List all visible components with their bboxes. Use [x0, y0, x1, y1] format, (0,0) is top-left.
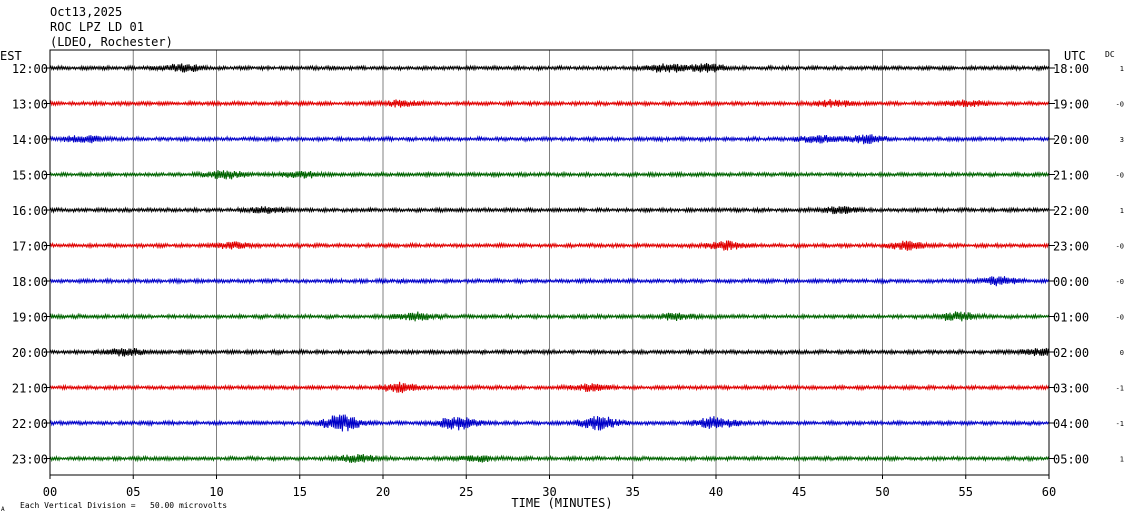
x-axis-ticks: 00 05 10 15 20 25 30 35 40 45 50 55 60 — [43, 475, 1056, 499]
est-hour-label: 21:00 — [12, 382, 48, 396]
x-tick-label: 05 — [126, 485, 140, 499]
trace-line — [49, 381, 1050, 394]
utc-hour-label: 18:00 — [1053, 62, 1089, 76]
network-label: (LDEO, Rochester) — [50, 35, 173, 49]
utc-hour-label: 20:00 — [1053, 133, 1089, 147]
dc-offset-label: -1 — [1116, 420, 1124, 428]
utc-hour-label: 22:00 — [1053, 204, 1089, 218]
scale-note: Each Vertical Division = 50.00 microvolt… — [20, 501, 227, 510]
trace-line — [49, 170, 1050, 180]
est-hour-label: 19:00 — [12, 311, 48, 325]
dc-offset-label: -0 — [1116, 243, 1124, 251]
trace-line — [49, 311, 1050, 322]
trace-labels: 12:00 18:00 1 13:00 19:00 -0 14:00 20:00 3 15:00 2… — [12, 62, 1124, 467]
dc-offset-label: 3 — [1120, 136, 1124, 144]
est-hour-label: 15:00 — [12, 169, 48, 183]
x-tick-label: 55 — [959, 485, 973, 499]
est-hour-label: 23:00 — [12, 453, 48, 467]
utc-hour-label: 00:00 — [1053, 275, 1089, 289]
est-hour-label: 22:00 — [12, 417, 48, 431]
station-label: ROC LPZ LD 01 — [50, 20, 144, 34]
dc-offset-label: 0 — [1120, 349, 1124, 357]
left-axis-title: EST — [0, 49, 22, 63]
x-tick-label: 00 — [43, 485, 57, 499]
x-tick-label: 45 — [792, 485, 806, 499]
dc-offset-label: 1 — [1120, 207, 1124, 215]
x-tick-label: 50 — [875, 485, 889, 499]
corner-mark: A — [1, 506, 5, 513]
dc-offset-label: -1 — [1116, 385, 1124, 393]
dc-offset-label: 1 — [1120, 456, 1124, 464]
x-tick-label: 35 — [626, 485, 640, 499]
trace-line — [49, 99, 1050, 108]
dc-title: DC — [1105, 50, 1115, 59]
dc-offset-label: -0 — [1116, 101, 1124, 109]
utc-hour-label: 04:00 — [1053, 417, 1089, 431]
dc-offset-label: -0 — [1116, 278, 1124, 286]
est-hour-label: 13:00 — [12, 98, 48, 112]
est-hour-label: 20:00 — [12, 346, 48, 360]
seismogram-traces — [49, 63, 1050, 463]
trace-line — [49, 240, 1050, 251]
trace-line — [49, 276, 1050, 287]
est-hour-label: 12:00 — [12, 62, 48, 76]
utc-hour-label: 19:00 — [1053, 98, 1089, 112]
dc-offset-label: -0 — [1116, 314, 1124, 322]
est-hour-label: 16:00 — [12, 204, 48, 218]
x-tick-label: 10 — [209, 485, 223, 499]
grid-lines — [132, 50, 967, 475]
est-hour-label: 18:00 — [12, 275, 48, 289]
utc-hour-label: 05:00 — [1053, 453, 1089, 467]
trace-line — [49, 347, 1050, 357]
x-tick-label: 60 — [1042, 485, 1056, 499]
utc-hour-label: 21:00 — [1053, 169, 1089, 183]
right-axis-title: UTC — [1064, 49, 1086, 63]
date-label: Oct13,2025 — [50, 5, 122, 19]
trace-line — [49, 205, 1050, 215]
utc-hour-label: 23:00 — [1053, 240, 1089, 254]
x-tick-label: 30 — [542, 485, 556, 499]
utc-hour-label: 02:00 — [1053, 346, 1089, 360]
utc-hour-label: 01:00 — [1053, 311, 1089, 325]
trace-line — [49, 63, 1050, 73]
x-tick-label: 25 — [459, 485, 473, 499]
est-hour-label: 17:00 — [12, 240, 48, 254]
x-tick-label: 40 — [709, 485, 723, 499]
utc-hour-label: 03:00 — [1053, 382, 1089, 396]
trace-line — [49, 134, 1050, 145]
trace-line — [49, 454, 1050, 463]
x-tick-label: 20 — [376, 485, 390, 499]
dc-offset-label: -0 — [1116, 172, 1124, 180]
x-tick-label: 15 — [293, 485, 307, 499]
x-axis-label: TIME (MINUTES) — [511, 496, 612, 510]
dc-offset-label: 1 — [1120, 65, 1124, 73]
trace-line — [49, 414, 1050, 432]
est-hour-label: 14:00 — [12, 133, 48, 147]
